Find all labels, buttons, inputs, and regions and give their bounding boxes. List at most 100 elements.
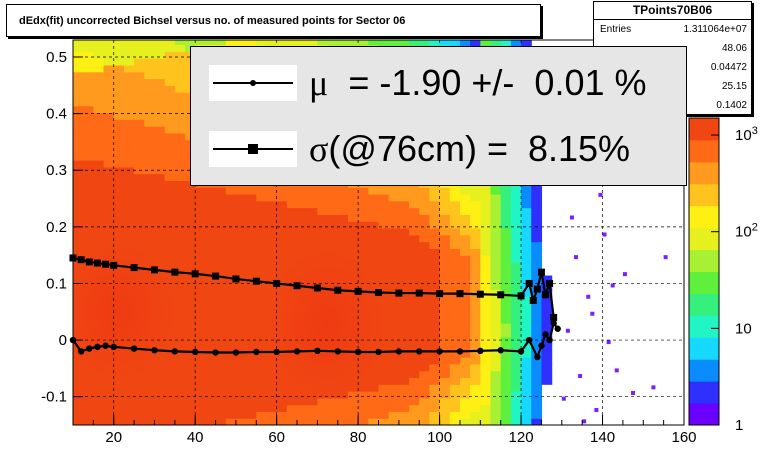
heatmap-cell bbox=[470, 418, 481, 425]
heatmap-cell bbox=[174, 275, 186, 283]
heatmap-cell bbox=[103, 44, 115, 52]
heatmap-cell bbox=[317, 227, 329, 236]
heatmap-cell bbox=[449, 404, 461, 413]
heatmap-cell bbox=[409, 316, 420, 324]
heatmap-cell bbox=[134, 411, 145, 419]
heatmap-cell bbox=[358, 391, 369, 399]
heatmap-cell bbox=[123, 194, 135, 202]
heatmap-cell bbox=[174, 40, 186, 46]
heatmap-cell bbox=[225, 207, 237, 215]
heatmap-cell bbox=[510, 404, 522, 413]
heatmap-cell bbox=[368, 241, 380, 249]
heatmap-cell bbox=[429, 329, 441, 338]
heatmap-cell bbox=[398, 187, 410, 195]
heatmap-cell bbox=[123, 126, 135, 134]
heatmap-cell bbox=[276, 221, 288, 229]
heatmap-cell bbox=[419, 418, 431, 425]
heatmap-cell bbox=[195, 370, 206, 379]
heatmap-cell bbox=[195, 404, 206, 413]
heatmap-cell bbox=[215, 309, 227, 317]
data-point-dot bbox=[546, 336, 553, 344]
heatmap-cell bbox=[103, 126, 115, 134]
heatmap-cell bbox=[195, 275, 206, 283]
heatmap-cell bbox=[266, 40, 278, 46]
heatmap-cell bbox=[276, 255, 288, 263]
colorbar-swatch bbox=[689, 315, 719, 338]
data-point-dot bbox=[554, 325, 561, 332]
heatmap-cell bbox=[429, 187, 441, 195]
data-point-square bbox=[334, 286, 342, 294]
heatmap-cell bbox=[398, 357, 410, 365]
heatmap-cell bbox=[398, 397, 410, 406]
heatmap-cell bbox=[317, 411, 329, 419]
heatmap-cell bbox=[531, 397, 543, 406]
heatmap-cell bbox=[144, 241, 156, 249]
data-point-dot bbox=[86, 345, 93, 352]
heatmap-cell bbox=[185, 370, 196, 379]
heatmap-cell bbox=[103, 214, 115, 222]
data-point-square bbox=[546, 279, 554, 287]
data-point-dot bbox=[526, 336, 533, 344]
heatmap-cell bbox=[297, 418, 308, 425]
heatmap-cell bbox=[378, 241, 390, 249]
heatmap-cell bbox=[439, 241, 451, 249]
heatmap-cell bbox=[113, 112, 125, 120]
heatmap-cell bbox=[521, 200, 532, 209]
heatmap-cell bbox=[103, 146, 115, 154]
heatmap-cell bbox=[286, 40, 298, 46]
heatmap-cell bbox=[500, 418, 512, 425]
heatmap-cell bbox=[246, 309, 257, 317]
heatmap-cell bbox=[185, 404, 196, 413]
heatmap-cell bbox=[388, 309, 400, 317]
heatmap-cell bbox=[205, 329, 217, 338]
heatmap-cell bbox=[195, 363, 206, 372]
heatmap-cell bbox=[73, 241, 84, 249]
heatmap-cell bbox=[286, 418, 298, 425]
heatmap-cell bbox=[378, 187, 390, 195]
heatmap-cell bbox=[113, 58, 125, 66]
heatmap-cell bbox=[429, 275, 441, 283]
heatmap-cell bbox=[225, 227, 237, 236]
heatmap-cell bbox=[174, 282, 186, 290]
heatmap-cell bbox=[398, 377, 410, 385]
heatmap-cell bbox=[185, 363, 196, 372]
heatmap-cell bbox=[541, 377, 553, 385]
heatmap-cell bbox=[480, 200, 492, 209]
heatmap-cell bbox=[246, 384, 257, 392]
heatmap-cell bbox=[195, 214, 206, 222]
heatmap-cell bbox=[490, 363, 502, 372]
heatmap-cell bbox=[388, 363, 400, 372]
heatmap-cell bbox=[500, 370, 512, 379]
heatmap-cell bbox=[235, 357, 247, 365]
heatmap-cell bbox=[419, 350, 431, 358]
heatmap-cell bbox=[317, 418, 329, 425]
heatmap-cell bbox=[174, 391, 186, 399]
stats-row: 48.06 bbox=[594, 39, 751, 58]
heatmap-cell bbox=[480, 40, 492, 46]
heatmap-cell bbox=[500, 234, 512, 243]
heatmap-cell bbox=[429, 261, 441, 270]
heatmap-cell bbox=[195, 289, 206, 297]
heatmap-cell bbox=[123, 404, 135, 413]
heatmap-cell bbox=[93, 139, 105, 148]
heatmap-cell bbox=[215, 357, 227, 365]
heatmap-cell bbox=[195, 282, 206, 290]
heatmap-cell bbox=[164, 132, 176, 141]
heatmap-cell bbox=[164, 343, 176, 351]
heatmap-cell bbox=[276, 268, 288, 277]
heatmap-cell bbox=[439, 397, 451, 406]
heatmap-cell bbox=[123, 139, 135, 148]
heatmap-cell bbox=[185, 397, 196, 406]
heatmap-cell bbox=[378, 411, 390, 419]
heatmap-cell bbox=[317, 397, 329, 406]
heatmap-cell bbox=[225, 343, 237, 351]
heatmap-cell bbox=[459, 241, 471, 249]
heatmap-cell bbox=[419, 194, 431, 202]
heatmap-cell bbox=[205, 404, 217, 413]
heatmap-cell bbox=[459, 295, 471, 304]
heatmap-cell bbox=[378, 343, 390, 351]
data-point-square bbox=[77, 256, 85, 264]
heatmap-cell bbox=[409, 221, 420, 229]
heatmap-cell bbox=[521, 289, 532, 297]
heatmap-cell bbox=[490, 40, 502, 46]
